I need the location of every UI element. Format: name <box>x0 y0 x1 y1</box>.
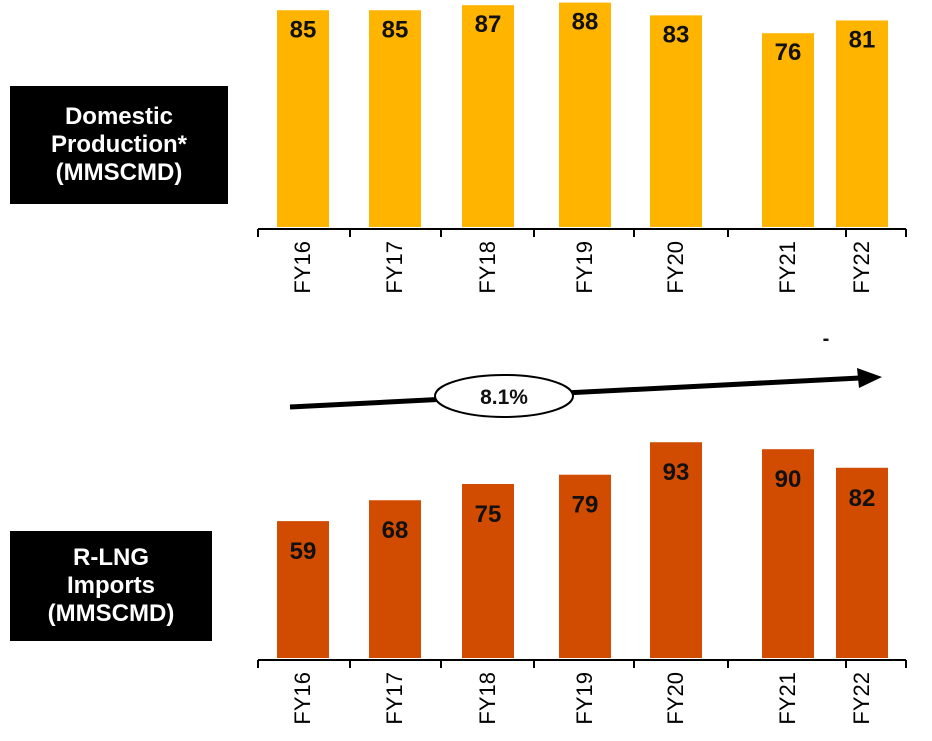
rlng-imports-bar-fy19 <box>559 474 611 658</box>
rlng-imports-x-label-fy18: FY18 <box>475 672 500 725</box>
domestic-production-value-fy22: 81 <box>849 26 876 53</box>
rlng-imports-bar-fy16 <box>277 521 329 658</box>
rlng-imports-x-label-fy19: FY19 <box>572 672 597 725</box>
cagr-arrow-group: 8.1% <box>289 368 882 418</box>
rlng-imports-value-fy18: 75 <box>475 501 502 528</box>
rlng-imports-value-fy21: 90 <box>775 466 802 493</box>
domestic-production-bar-fy21 <box>762 33 814 228</box>
domestic-production-value-fy21: 76 <box>775 39 802 66</box>
cagr-label: 8.1% <box>480 386 528 409</box>
rlng-imports-value-fy19: 79 <box>572 492 599 519</box>
domestic-production-x-label-fy19: FY19 <box>572 241 597 294</box>
rlng-imports-value-fy22: 82 <box>849 485 876 512</box>
cagr-ellipse <box>434 374 574 418</box>
rlng-imports-value-fy16: 59 <box>290 538 317 565</box>
domestic-production-x-label-fy22: FY22 <box>849 241 874 294</box>
domestic-production-bar-fy17 <box>369 10 421 227</box>
rlng-imports-label: R-LNG Imports (MMSCMD) <box>10 531 212 641</box>
domestic-production-value-fy19: 88 <box>572 9 599 36</box>
rlng-imports-bar-fy18 <box>462 484 514 658</box>
domestic-production-bar-fy22 <box>836 20 888 228</box>
domestic-production-bar-fy19 <box>559 2 611 227</box>
domestic-production-value-fy18: 87 <box>475 11 502 38</box>
domestic-production-x-label-fy17: FY17 <box>382 241 407 294</box>
domestic-production-value-fy17: 85 <box>382 16 409 43</box>
cagr-arrow-head <box>857 368 882 388</box>
domestic-production-value-fy20: 83 <box>663 21 690 48</box>
domestic-production-label: Domestic Production* (MMSCMD) <box>10 86 228 204</box>
domestic-production-bar-fy18 <box>462 5 514 228</box>
rlng-imports-x-label-fy16: FY16 <box>290 672 315 725</box>
rlng-imports-bar-fy17 <box>369 500 421 658</box>
dash-note: - <box>823 328 830 350</box>
rlng-imports-x-label-fy22: FY22 <box>849 672 874 725</box>
domestic-production-bar-fy20 <box>650 15 702 227</box>
domestic-production-x-label-fy21: FY21 <box>775 241 800 294</box>
rlng-imports-bar-fy22 <box>836 467 888 658</box>
domestic-production-x-label-fy20: FY20 <box>663 241 688 294</box>
rlng-imports-value-fy17: 68 <box>382 517 409 544</box>
rlng-imports-bar-fy21 <box>762 449 814 658</box>
rlng-imports-value-fy20: 93 <box>663 459 690 486</box>
rlng-imports-chart: 59 68 75 79 93 90 82 FY16 FY17 FY18 FY19 FY20 FY21 FY… <box>257 442 907 725</box>
rlng-imports-bar-fy20 <box>650 442 702 658</box>
domestic-production-value-fy16: 85 <box>290 16 317 43</box>
domestic-production-chart: 85 85 87 88 83 76 81 FY16 FY17 FY18 FY19 FY20 FY21 FY… <box>257 2 907 294</box>
rlng-imports-x-label-fy21: FY21 <box>775 672 800 725</box>
domestic-production-x-label-fy16: FY16 <box>290 241 315 294</box>
domestic-production-bar-fy16 <box>277 10 329 227</box>
rlng-imports-x-label-fy17: FY17 <box>382 672 407 725</box>
cagr-arrow-line <box>289 375 861 410</box>
domestic-production-x-label-fy18: FY18 <box>475 241 500 294</box>
rlng-imports-x-label-fy20: FY20 <box>663 672 688 725</box>
